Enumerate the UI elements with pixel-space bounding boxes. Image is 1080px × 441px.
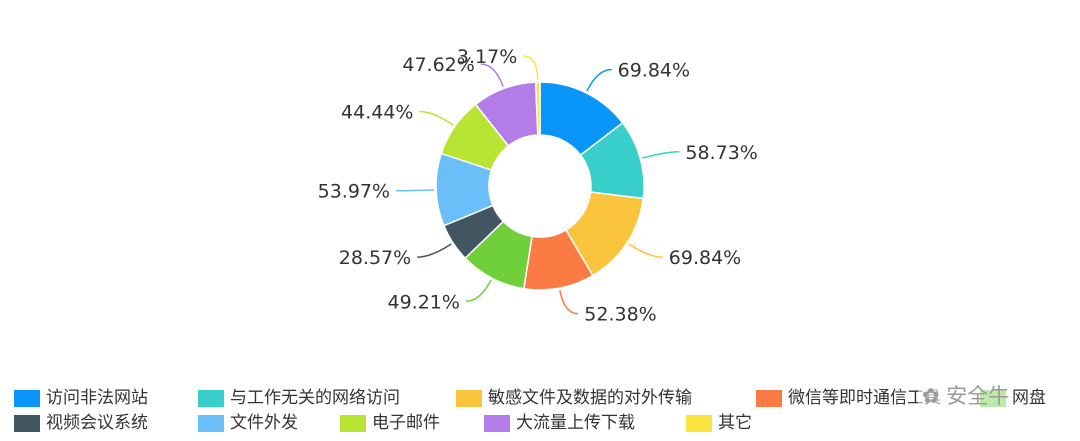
wechat-icon: ✿ [922,384,940,408]
legend-label: 文件外发 [230,413,298,433]
legend-item-illegal-sites[interactable]: 访问非法网站 [14,386,148,411]
legend-item-non-work-access[interactable]: 与工作无关的网络访问 [198,386,400,411]
data-label-instant-messaging: 52.38% [584,304,656,326]
legend-swatch [14,415,40,432]
data-label-file-outbound: 53.97% [318,181,390,203]
legend-label: 与工作无关的网络访问 [230,388,400,408]
leader-line-video-conference [417,243,452,258]
legend-swatch [340,415,366,432]
legend-label: 微信等即时通信工具 [788,388,941,408]
data-label-sensitive-file-transfer: 69.84% [669,247,741,269]
legend-label: 电子邮件 [372,413,440,433]
legend-swatch [198,415,224,432]
leader-line-other [523,55,539,81]
watermark: ✿ 安全牛 [918,380,1014,410]
legend-label: 视频会议系统 [46,413,148,433]
legend-swatch [456,390,482,407]
chart-legend: 访问非法网站 与工作无关的网络访问 敏感文件及数据的对外传输 微信等即时通信工具… [14,386,1080,436]
legend-item-video-conference[interactable]: 视频会议系统 [14,411,148,436]
leader-line-file-outbound [396,189,435,192]
legend-item-sensitive-file-transfer[interactable]: 敏感文件及数据的对外传输 [456,386,692,411]
legend-swatch [756,390,782,407]
legend-swatch [484,415,510,432]
legend-item-email[interactable]: 电子邮件 [340,411,440,436]
legend-label: 敏感文件及数据的对外传输 [488,388,692,408]
data-label-non-work-access: 58.73% [685,142,757,164]
leader-line-sensitive-file-transfer [628,243,663,258]
legend-label: 其它 [718,413,752,433]
legend-label: 网盘 [1012,388,1046,408]
data-label-other: 3.17% [457,46,517,68]
legend-swatch [14,390,40,407]
legend-row-2: 视频会议系统 文件外发 电子邮件 大流量上传下载 其它 [14,411,1080,436]
leader-line-illegal-sites [586,68,612,92]
data-label-cloud-drive: 49.21% [387,291,459,313]
watermark-text: 安全牛 [946,384,1010,408]
legend-swatch [198,390,224,407]
data-label-video-conference: 28.57% [339,247,411,269]
donut-slice-other[interactable] [534,81,541,136]
data-label-illegal-sites: 69.84% [618,59,690,81]
legend-item-instant-messaging[interactable]: 微信等即时通信工具 [756,386,941,411]
donut-chart: 69.84% 58.73% 69.84% 52.38% 49.21% 28.57% 53.9… [318,46,758,326]
leader-line-bulk-transfer [480,63,504,87]
legend-label: 访问非法网站 [46,388,148,408]
leader-line-email [419,110,454,126]
legend-row-1: 访问非法网站 与工作无关的网络访问 敏感文件及数据的对外传输 微信等即时通信工具… [14,386,1080,411]
leader-line-non-work-access [642,151,680,159]
legend-item-bulk-transfer[interactable]: 大流量上传下载 [484,411,635,436]
legend-swatch [686,415,712,432]
data-label-bulk-transfer: 47.62% [402,54,474,76]
legend-item-file-outbound[interactable]: 文件外发 [198,411,298,436]
legend-item-other[interactable]: 其它 [686,411,752,436]
leader-line-instant-messaging [559,289,579,315]
data-label-email: 44.44% [341,101,413,123]
leader-line-cloud-drive [465,279,492,303]
legend-label: 大流量上传下载 [516,413,635,433]
